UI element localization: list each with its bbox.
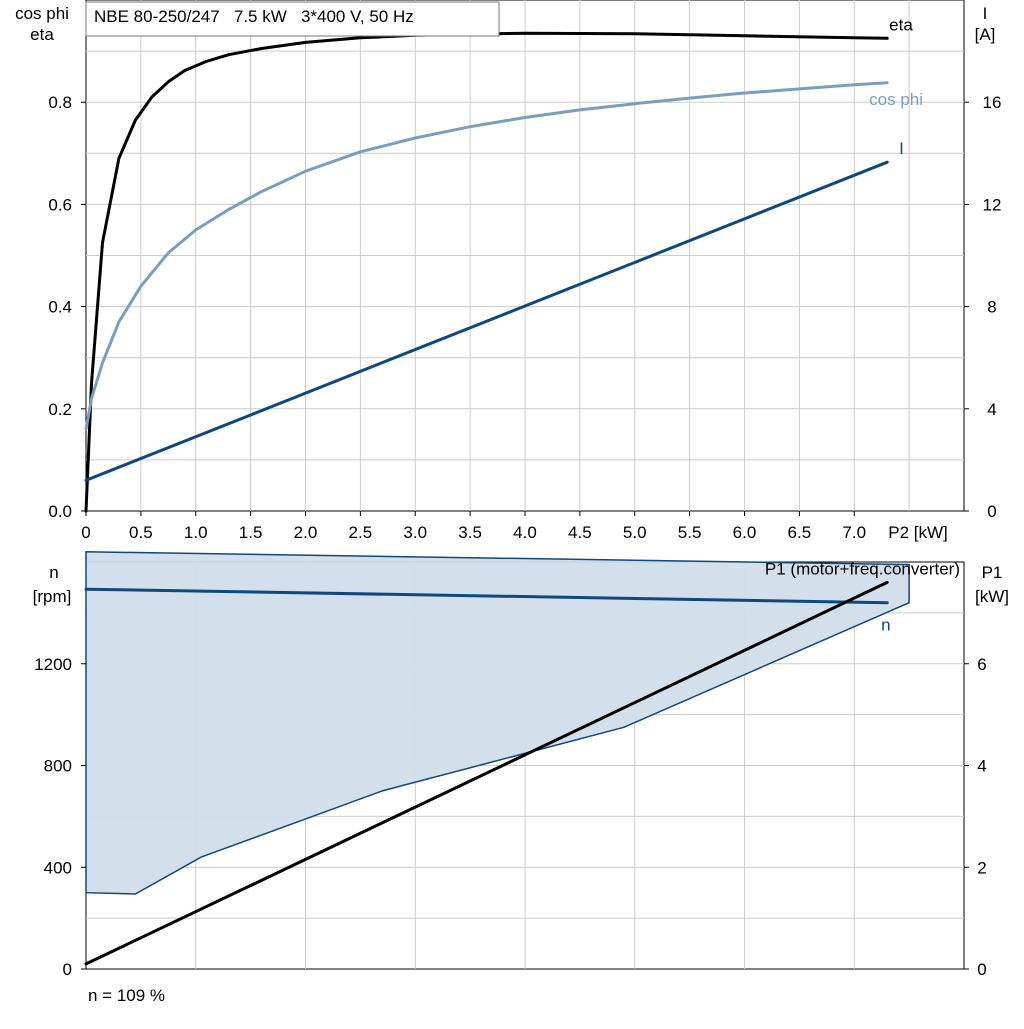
top-x-tick-label: 0.5 <box>129 523 153 542</box>
top-left-tick-label: 0.0 <box>48 502 72 521</box>
top-x-tick-label: 3.5 <box>458 523 482 542</box>
current-curve <box>84 160 889 482</box>
bottom-right-axis-label-line2: [kW] <box>975 587 1009 606</box>
top-x-tick-label: 0 <box>81 523 90 542</box>
cos-phi-curve <box>84 81 889 431</box>
speed-curve <box>84 587 889 605</box>
top-left-tick-label: 0.8 <box>48 93 72 112</box>
top-x-tick-label: 6.0 <box>733 523 757 542</box>
bottom-left-tick-label: 400 <box>44 858 72 877</box>
top-x-tick-label: 7.0 <box>842 523 866 542</box>
top-grid <box>86 0 964 511</box>
top-right-tick-label: 4 <box>987 400 996 419</box>
top-x-tick-label: 3.0 <box>403 523 427 542</box>
top-right-axis-label-line1: I <box>983 4 988 23</box>
bottom-right-tick-label: 2 <box>977 858 986 877</box>
bottom-right-axis-label-line1: P1 <box>982 563 1003 582</box>
operating-range-envelope <box>85 551 910 895</box>
top-x-tick-label: 1.5 <box>239 523 263 542</box>
bottom-right-tick-label: 6 <box>977 655 986 674</box>
top-left-axis-label-line2: eta <box>30 25 54 44</box>
bottom-series-layer: n P1 (motor+freq.converter) <box>84 551 960 966</box>
eta-curve-label: eta <box>889 15 913 34</box>
top-left-tick-label: 0.6 <box>48 195 72 214</box>
current-curve-label: I <box>899 139 904 158</box>
bottom-tick-labels: 0 400 800 1200 0 2 4 6 <box>34 655 987 979</box>
bottom-left-tick-label: 800 <box>44 757 72 776</box>
cos-phi-curve-label: cos phi <box>869 90 923 109</box>
top-right-tick-label: 8 <box>987 298 996 317</box>
bottom-left-axis-label-line2: [rpm] <box>33 587 72 606</box>
top-x-tick-label: 1.0 <box>184 523 208 542</box>
bottom-right-tick-label: 0 <box>977 960 986 979</box>
top-series-layer: eta cos phi I <box>84 15 923 513</box>
chart-title: NBE 80-250/247 7.5 kW 3*400 V, 50 Hz <box>94 7 414 26</box>
top-x-axis-label: P2 [kW] <box>888 523 948 542</box>
eta-curve <box>84 31 889 513</box>
bottom-right-tick-label: 4 <box>977 757 986 776</box>
top-tick-labels: 0 0.5 1.0 1.5 2.0 2.5 3.0 3.5 4.0 4.5 5.0 5.5 6.0 6.5… <box>48 93 1001 542</box>
top-x-tick-label: 4.0 <box>513 523 537 542</box>
bottom-left-axis-label-line1: n <box>49 563 58 582</box>
p1-power-curve <box>84 580 889 966</box>
bottom-left-tick-label: 1200 <box>34 655 72 674</box>
speed-footer-note: n = 109 % <box>88 986 165 1005</box>
top-right-axis-label-line2: [A] <box>975 25 996 44</box>
top-left-tick-label: 0.2 <box>48 400 72 419</box>
top-right-tick-label: 0 <box>987 502 996 521</box>
top-x-tick-label: 6.5 <box>788 523 812 542</box>
title-box <box>85 1 500 37</box>
top-x-tick-label: 5.5 <box>678 523 702 542</box>
top-right-tick-label: 12 <box>983 195 1002 214</box>
top-left-axis-label-line1: cos phi <box>15 4 69 23</box>
speed-curve-label: n <box>881 616 890 635</box>
top-x-tick-label: 4.5 <box>568 523 592 542</box>
top-left-tick-label: 0.4 <box>48 298 72 317</box>
p1-power-curve-label: P1 (motor+freq.converter) <box>765 559 960 578</box>
top-x-tick-label: 2.5 <box>349 523 373 542</box>
bottom-left-tick-label: 0 <box>63 960 72 979</box>
top-right-tick-label: 16 <box>983 93 1002 112</box>
top-x-tick-label: 2.0 <box>294 523 318 542</box>
top-x-tick-label: 5.0 <box>623 523 647 542</box>
